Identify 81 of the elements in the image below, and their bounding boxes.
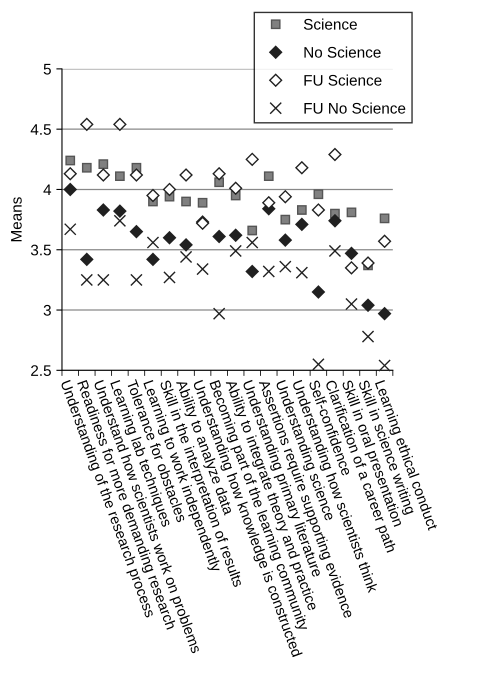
point	[162, 182, 176, 196]
legend-label: FU No Science	[304, 102, 406, 114]
point	[97, 274, 110, 286]
point	[115, 171, 125, 182]
point	[312, 358, 325, 371]
point	[262, 265, 276, 278]
point	[346, 208, 356, 218]
y-tick-label: 2.5	[31, 365, 51, 376]
point	[229, 182, 242, 195]
y-tick-label: 4.5	[30, 124, 51, 135]
y-axis-title: Means	[11, 197, 22, 242]
point	[64, 223, 76, 236]
point	[280, 214, 290, 224]
point	[246, 152, 259, 166]
point	[229, 228, 242, 242]
point	[278, 190, 292, 204]
point	[65, 156, 76, 166]
point	[246, 236, 258, 249]
point	[146, 236, 160, 249]
point	[278, 234, 292, 247]
point	[130, 168, 144, 182]
point	[114, 214, 126, 228]
point	[80, 274, 94, 286]
y-tick-label: 4	[43, 184, 52, 195]
point	[130, 225, 144, 238]
point	[98, 159, 108, 169]
point	[314, 189, 324, 200]
point	[264, 171, 274, 182]
point	[196, 262, 209, 276]
point	[229, 244, 242, 258]
point	[312, 203, 325, 217]
point	[96, 203, 110, 217]
point	[80, 118, 94, 131]
point	[198, 198, 208, 208]
point	[80, 252, 94, 266]
point	[378, 234, 392, 248]
point	[296, 205, 307, 215]
legend-label: Science	[304, 18, 357, 30]
point	[361, 256, 375, 270]
point	[130, 274, 143, 286]
point	[246, 264, 259, 278]
point	[361, 298, 375, 312]
point	[64, 167, 77, 180]
point	[344, 246, 358, 260]
point	[82, 162, 92, 173]
legend-label: FU Science	[304, 74, 382, 86]
point	[179, 168, 193, 182]
point	[279, 260, 292, 273]
point	[344, 261, 358, 274]
point	[64, 182, 77, 196]
point	[113, 204, 126, 218]
point	[378, 307, 392, 320]
point	[96, 168, 110, 182]
point	[179, 238, 193, 252]
point	[378, 359, 391, 372]
point	[113, 118, 126, 131]
point	[212, 230, 226, 244]
point	[312, 285, 325, 299]
legend-label: No Science	[304, 46, 381, 58]
y-tick-label: 5	[44, 64, 51, 75]
point	[181, 196, 191, 206]
point	[295, 218, 308, 232]
point	[328, 148, 342, 162]
point	[295, 161, 308, 174]
point	[247, 226, 258, 236]
point	[162, 231, 176, 244]
point	[212, 307, 226, 320]
point	[146, 188, 160, 202]
point	[180, 250, 192, 264]
point	[328, 244, 342, 258]
point	[345, 298, 358, 310]
point	[212, 167, 226, 180]
point	[163, 271, 176, 284]
point	[146, 252, 160, 266]
point	[296, 266, 308, 279]
y-tick-label: 3.5	[30, 244, 51, 256]
y-tick-label: 3	[44, 304, 51, 316]
point	[362, 330, 374, 343]
point	[328, 214, 342, 228]
point	[380, 214, 390, 224]
point	[262, 196, 276, 210]
